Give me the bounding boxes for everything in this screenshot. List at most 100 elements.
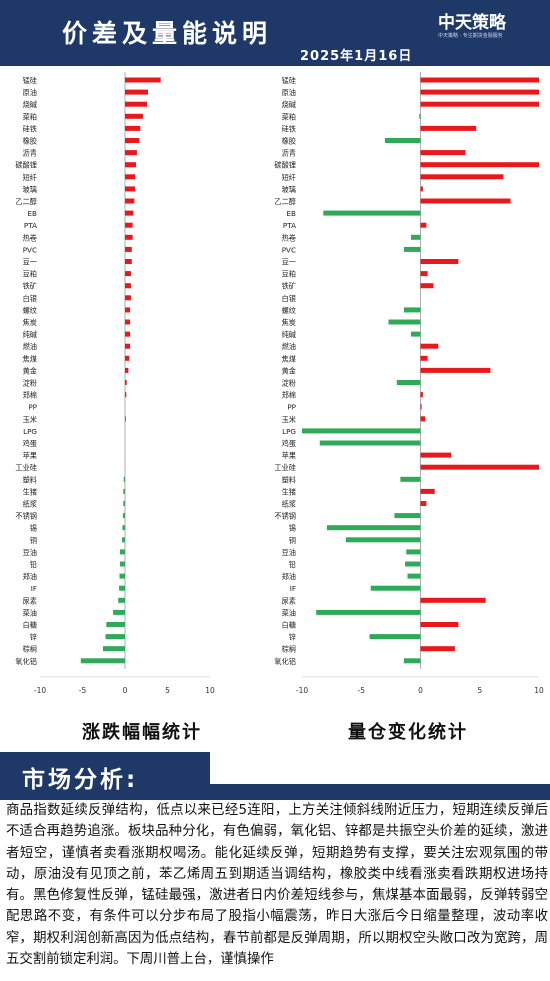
left-bar (122, 513, 125, 519)
left-category-label: 黄金 (23, 366, 37, 375)
left-bar (125, 380, 127, 385)
right-bar (420, 464, 539, 470)
left-category-label: 锰硅 (23, 76, 37, 85)
right-category-label: 铁矿 (282, 282, 296, 291)
left-category-label: 生猪 (23, 487, 37, 496)
right-bar (420, 392, 423, 398)
right-bar (420, 271, 428, 277)
right-bar (420, 150, 466, 156)
right-bar (420, 198, 511, 204)
right-bar (405, 561, 421, 567)
right-bar (420, 404, 422, 410)
right-category-label: IF (290, 584, 296, 593)
right-category-label: 菜粕 (282, 112, 296, 121)
left-category-label: 焦煤 (23, 354, 37, 363)
right-bar (420, 259, 459, 264)
right-bar (403, 307, 421, 313)
left-category-label: 热卷 (23, 233, 37, 242)
right-category-label: 乙二醇 (274, 197, 296, 206)
left-bar (125, 319, 131, 325)
right-x-tick-label: -10 (296, 686, 308, 695)
left-category-label: 不锈钢 (15, 512, 37, 521)
left-category-label: 淀粉 (23, 379, 37, 388)
right-category-label: 碳酸锂 (274, 161, 296, 170)
right-category-label: 纯碱 (282, 330, 296, 339)
left-category-label: 豆油 (23, 548, 37, 557)
left-bar (119, 561, 125, 567)
left-category-label: 燃油 (23, 342, 37, 351)
right-bar (420, 101, 539, 107)
right-bar (370, 585, 421, 591)
right-bar (420, 622, 459, 627)
header-banner: 价差及量能说明 2025年1月16日 中天策略 中天策略 · 专注期货金融服务 (0, 0, 550, 66)
left-category-label: 橡胶 (23, 137, 37, 146)
left-category-label: 沥青 (23, 149, 37, 158)
right-bar (420, 186, 423, 192)
right-category-label: PVC (282, 245, 296, 254)
left-category-label: PTA (24, 221, 37, 230)
right-category-label: PP (287, 403, 296, 412)
right-bar (407, 573, 421, 579)
right-category-label: PTA (283, 221, 296, 230)
left-category-label: 烧碱 (23, 100, 37, 109)
left-category-label: PP (28, 403, 37, 412)
right-category-label: 燃油 (282, 342, 296, 351)
right-bar (420, 597, 486, 603)
right-category-label: EB (287, 209, 297, 218)
left-category-label: 纸浆 (23, 500, 37, 509)
left-category-label: 锡 (30, 524, 37, 533)
right-x-tick-label: 10 (534, 686, 544, 695)
right-bar (403, 246, 421, 252)
left-bar (119, 573, 125, 579)
right-category-label: 锡 (289, 524, 296, 533)
left-x-tick-label: 10 (205, 686, 215, 695)
right-bar (316, 609, 421, 615)
right-bar (411, 331, 421, 337)
right-x-tick-label: 0 (418, 686, 423, 695)
left-bar (125, 174, 136, 180)
left-bar (125, 162, 137, 168)
right-bar (419, 113, 421, 119)
left-bar (125, 89, 148, 95)
left-bar (125, 222, 133, 228)
right-category-label: 黄金 (282, 366, 296, 375)
right-bar (420, 646, 455, 652)
left-category-label: 短纤 (23, 173, 37, 182)
right-bar (394, 513, 421, 519)
brand-logo: 中天策略 中天策略 · 专注期货金融服务 (438, 8, 538, 44)
right-category-label: 焦煤 (282, 354, 296, 363)
left-bar (106, 622, 125, 627)
right-category-label: 锰硅 (282, 76, 296, 85)
right-category-label: 豆一 (282, 258, 296, 267)
right-category-label: 生猪 (282, 487, 296, 496)
right-category-label: 热卷 (282, 233, 296, 242)
right-bar (406, 549, 421, 555)
right-bar (411, 234, 421, 240)
left-category-label: 塑料 (23, 475, 37, 484)
left-bar (113, 609, 125, 615)
right-category-label: 淀粉 (282, 379, 296, 388)
left-bar (125, 210, 134, 216)
right-bar (400, 476, 421, 482)
right-category-label: 尿素 (282, 596, 296, 605)
left-category-label: 铁矿 (23, 282, 37, 291)
left-category-label: 苹果 (23, 451, 37, 460)
right-bar (420, 283, 434, 289)
left-bar (102, 646, 125, 652)
left-category-label: 工业硅 (15, 463, 37, 472)
right-category-label: 玉米 (282, 415, 296, 424)
right-category-label: 玻璃 (282, 185, 296, 194)
right-bar (420, 77, 539, 83)
left-bar (125, 246, 132, 252)
right-bar (420, 174, 504, 180)
right-bar (420, 367, 491, 373)
left-bar (125, 416, 126, 422)
left-bar (125, 198, 135, 204)
left-bar (125, 295, 131, 301)
right-bar (388, 319, 421, 325)
left-category-label: LPG (23, 427, 37, 436)
left-category-label: 乙二醇 (15, 197, 37, 206)
left-category-label: 玉米 (23, 415, 37, 424)
left-category-label: 白银 (23, 294, 37, 303)
market-title: 市场分析: (22, 767, 139, 793)
